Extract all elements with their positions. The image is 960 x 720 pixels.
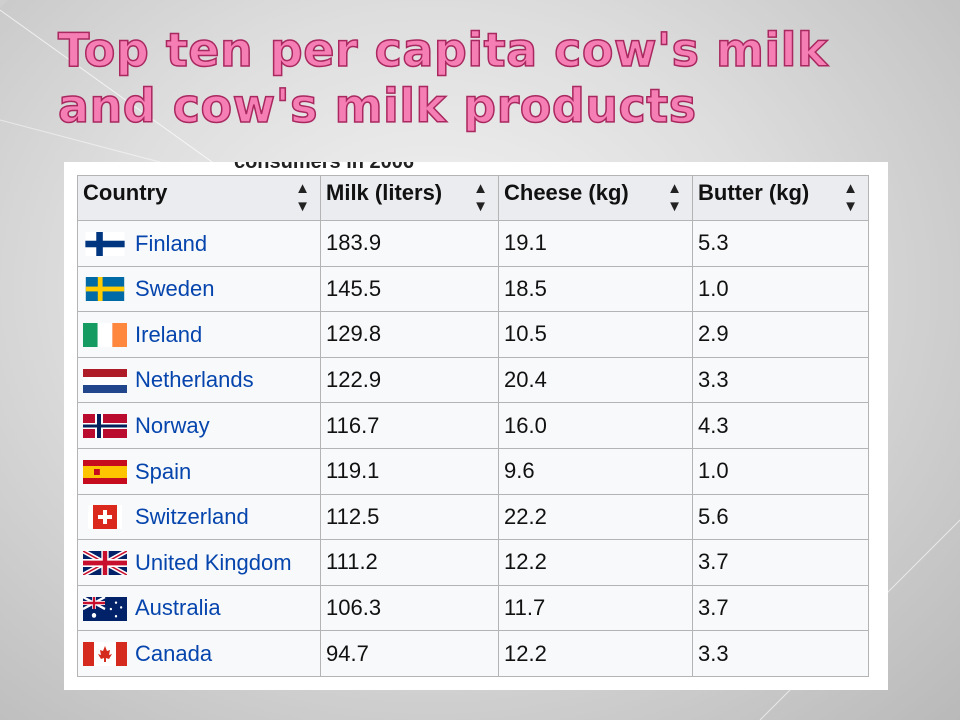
column-header-label: Milk (liters) [326, 180, 443, 205]
milk-cell: 106.3 [320, 584, 499, 632]
slide-title: Top ten per capita cow's milk and cow's … [57, 22, 829, 134]
column-header-label: Country [83, 180, 168, 205]
butter-cell: 1.0 [692, 447, 869, 495]
butter-cell: 4.3 [692, 402, 869, 449]
column-header-milk[interactable]: Milk (liters) ▲ ▼ [320, 175, 499, 221]
country-cell: Ireland [77, 311, 321, 358]
sweden-flag-icon [85, 277, 125, 302]
sort-arrows-icon[interactable]: ▲ ▼ [843, 180, 858, 215]
cheese-cell: 20.4 [498, 356, 693, 404]
country-cell: Australia [77, 584, 321, 632]
cheese-cell: 11.7 [498, 584, 693, 632]
milk-cell: 119.1 [320, 447, 499, 495]
table-row: Switzerland 112.5 22.2 5.6 [77, 493, 869, 541]
table-caption: consumers in 2006 [233, 162, 415, 173]
country-cell: Netherlands [77, 356, 321, 404]
table-row: United Kingdom 111.2 12.2 3.7 [77, 539, 869, 586]
milk-cell: 111.2 [320, 539, 499, 586]
milk-cell: 145.5 [320, 265, 499, 313]
ireland-flag-icon [83, 323, 127, 348]
cheese-cell: 19.1 [498, 220, 693, 267]
butter-cell: 3.3 [692, 356, 869, 404]
butter-cell: 3.7 [692, 584, 869, 632]
canada-flag-icon [83, 642, 127, 667]
table-row: Australia 106.3 11.7 3.7 [77, 584, 869, 632]
country-cell: Canada [77, 630, 321, 677]
finland-flag-icon [85, 231, 125, 256]
table-row: Netherlands 122.9 20.4 3.3 [77, 356, 869, 404]
country-link[interactable]: Netherlands [135, 367, 254, 393]
sort-arrows-icon[interactable]: ▲ ▼ [667, 180, 682, 215]
spain-flag-icon [83, 459, 127, 484]
butter-cell: 3.3 [692, 630, 869, 677]
country-link[interactable]: Norway [135, 413, 210, 439]
country-cell: Spain [77, 447, 321, 495]
country-link[interactable]: Ireland [135, 322, 203, 348]
switzerland-flag-icon [88, 505, 122, 530]
milk-cell: 129.8 [320, 311, 499, 358]
cheese-cell: 16.0 [498, 402, 693, 449]
cheese-cell: 9.6 [498, 447, 693, 495]
united-kingdom-flag-icon [83, 551, 127, 576]
butter-cell: 1.0 [692, 265, 869, 313]
australia-flag-icon [83, 596, 127, 621]
country-cell: Switzerland [77, 493, 321, 541]
column-header-label: Cheese (kg) [504, 180, 629, 205]
country-link[interactable]: Switzerland [135, 504, 249, 530]
table-row: Sweden 145.5 18.5 1.0 [77, 265, 869, 313]
milk-cell: 112.5 [320, 493, 499, 541]
country-cell: Norway [77, 402, 321, 449]
country-link[interactable]: Finland [135, 230, 208, 256]
milk-cell: 94.7 [320, 630, 499, 677]
country-cell: United Kingdom [77, 539, 321, 586]
cheese-cell: 12.2 [498, 630, 693, 677]
table-row: Canada 94.7 12.2 3.3 [77, 630, 869, 677]
cheese-cell: 10.5 [498, 311, 693, 358]
butter-cell: 2.9 [692, 311, 869, 358]
header-row: Country ▲ ▼ Milk (liters) ▲ ▼ Cheese (kg) ▲ ▼ … [77, 175, 869, 221]
country-link[interactable]: Spain [135, 458, 192, 484]
country-link[interactable]: United Kingdom [135, 550, 292, 576]
table-row: Finland 183.9 19.1 5.3 [77, 220, 869, 267]
netherlands-flag-icon [83, 368, 127, 393]
butter-cell: 3.7 [692, 539, 869, 586]
table-row: Spain 119.1 9.6 1.0 [77, 447, 869, 495]
milk-cell: 116.7 [320, 402, 499, 449]
column-header-label: Butter (kg) [698, 180, 810, 205]
table-row: Ireland 129.8 10.5 2.9 [77, 311, 869, 358]
country-link[interactable]: Canada [135, 641, 213, 667]
country-link[interactable]: Sweden [135, 276, 215, 302]
milk-cell: 183.9 [320, 220, 499, 267]
table-row: Norway 116.7 16.0 4.3 [77, 402, 869, 449]
milk-cell: 122.9 [320, 356, 499, 404]
butter-cell: 5.6 [692, 493, 869, 541]
butter-cell: 5.3 [692, 220, 869, 267]
dairy-consumption-table: Country ▲ ▼ Milk (liters) ▲ ▼ Cheese (kg) ▲ ▼ … [77, 175, 869, 677]
column-header-country[interactable]: Country ▲ ▼ [77, 175, 321, 221]
country-link[interactable]: Australia [135, 595, 221, 621]
norway-flag-icon [83, 414, 127, 439]
column-header-butter[interactable]: Butter (kg) ▲ ▼ [692, 175, 869, 221]
country-cell: Sweden [77, 265, 321, 313]
cheese-cell: 18.5 [498, 265, 693, 313]
sort-arrows-icon[interactable]: ▲ ▼ [473, 180, 488, 215]
sort-arrows-icon[interactable]: ▲ ▼ [295, 180, 310, 215]
cheese-cell: 22.2 [498, 493, 693, 541]
cheese-cell: 12.2 [498, 539, 693, 586]
table-panel: consumers in 2006 Country ▲ ▼ Milk (liters… [64, 162, 888, 690]
column-header-cheese[interactable]: Cheese (kg) ▲ ▼ [498, 175, 693, 221]
country-cell: Finland [77, 220, 321, 267]
